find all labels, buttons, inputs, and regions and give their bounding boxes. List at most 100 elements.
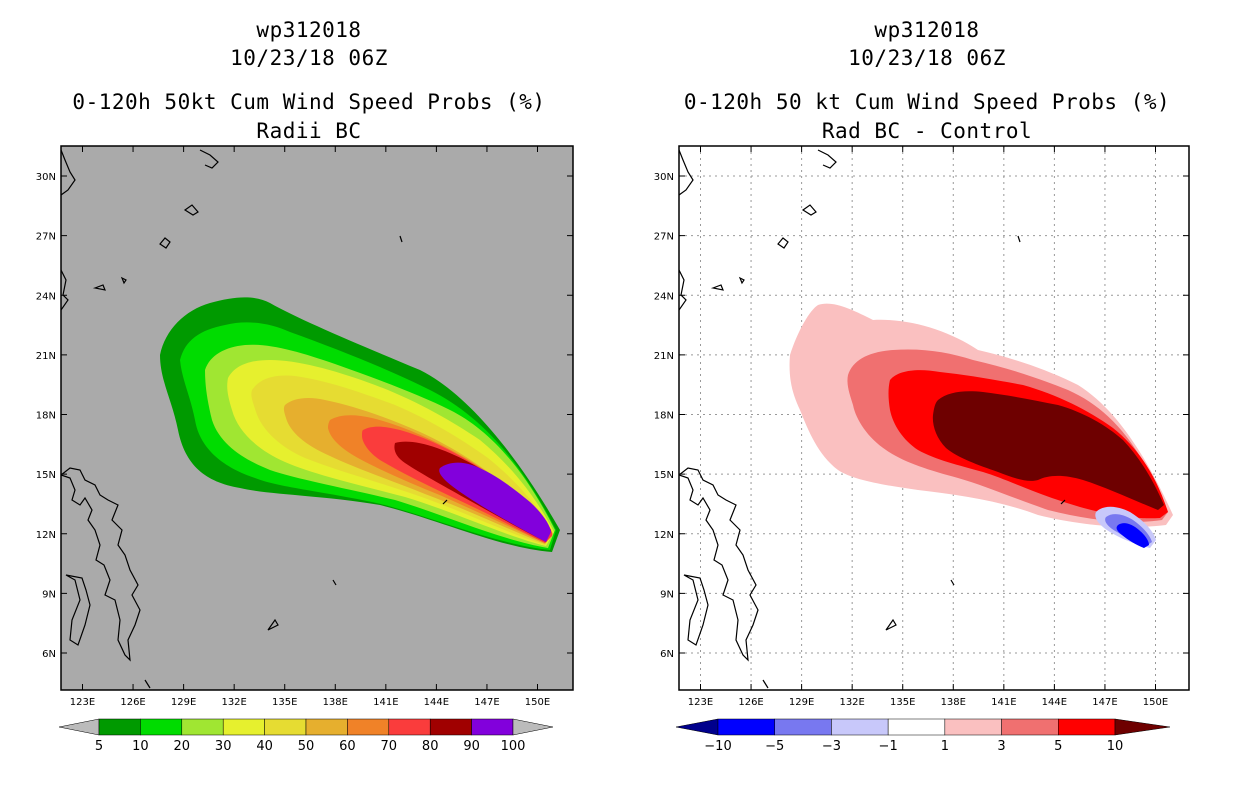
colorbar-label: 80 xyxy=(422,739,439,754)
y-tick-label: 27N xyxy=(654,232,674,243)
chart-title: 0-120h 50 kt Cum Wind Speed Probs (%) xyxy=(683,90,1171,114)
y-tick-label: 12N xyxy=(654,530,674,541)
colorbar-label: 100 xyxy=(501,739,526,754)
y-tick-label: 18N xyxy=(36,411,56,422)
x-tick-label: 135E xyxy=(890,697,915,708)
x-tick-label: 129E xyxy=(171,697,196,708)
colorbar-box xyxy=(1001,718,1059,736)
y-tick-label: 6N xyxy=(42,649,56,660)
panel-rad-bc-control: wp312018 10/23/18 06Z 0-120h 50 kt Cum W… xyxy=(618,0,1236,800)
colorbar-label: 20 xyxy=(174,739,191,754)
colorbar-low-arrow xyxy=(58,718,100,736)
colorbar-label: 1 xyxy=(941,739,949,754)
colorbar-label: 60 xyxy=(339,739,356,754)
y-tick-label: 27N xyxy=(36,232,56,243)
y-tick-label: 6N xyxy=(660,649,674,660)
colorbar-label: 40 xyxy=(256,739,273,754)
map-frame xyxy=(60,145,574,691)
contour-90 xyxy=(439,462,551,542)
x-tick-label: 129E xyxy=(789,697,814,708)
colorbar-label: 5 xyxy=(1054,739,1062,754)
date-title: 10/23/18 06Z xyxy=(230,46,388,70)
colorbar-label: 10 xyxy=(132,739,149,754)
colorbar-label: −10 xyxy=(704,739,731,754)
x-tick-label: 126E xyxy=(738,697,763,708)
y-tick-label: 24N xyxy=(654,291,674,302)
colorbar-box xyxy=(305,718,348,736)
y-tick-label: 15N xyxy=(654,470,674,481)
axis-ticks: 123E 126E 129E 132E 135E 138E 141E 144E 147E 150E… xyxy=(654,146,1189,708)
y-tick-label: 30N xyxy=(36,172,56,183)
x-tick-label: 141E xyxy=(373,697,398,708)
y-tick-label: 9N xyxy=(42,589,56,600)
colorbar-high-arrow xyxy=(512,718,554,736)
x-tick-label: 123E xyxy=(688,697,713,708)
colorbar-box xyxy=(944,718,1002,736)
y-tick-label: 24N xyxy=(36,291,56,302)
x-tick-label: 150E xyxy=(1143,697,1168,708)
x-tick-label: 147E xyxy=(474,697,499,708)
date-title: 10/23/18 06Z xyxy=(848,46,1006,70)
x-tick-label: 138E xyxy=(941,697,966,708)
colorbar-box xyxy=(347,718,390,736)
storm-id-title: wp312018 xyxy=(874,18,980,42)
colorbar-box xyxy=(181,718,224,736)
y-tick-label: 30N xyxy=(654,172,674,183)
y-tick-label: 12N xyxy=(36,530,56,541)
colorbar-label: −1 xyxy=(879,739,898,754)
colorbar-label: −5 xyxy=(765,739,784,754)
colorbar-label: 70 xyxy=(381,739,398,754)
x-tick-label: 150E xyxy=(525,697,550,708)
colorbar-box xyxy=(831,718,889,736)
colorbar-box xyxy=(887,718,946,736)
x-tick-label: 123E xyxy=(70,697,95,708)
difference-map: 123E 126E 129E 132E 135E 138E 141E 144E 147E 150E… xyxy=(654,145,1190,754)
y-tick-label: 21N xyxy=(654,351,674,362)
colorbar-box xyxy=(717,718,775,736)
chart-subtitle: Radii BC xyxy=(256,119,362,143)
colorbar-box xyxy=(140,718,183,736)
y-tick-label: 21N xyxy=(36,351,56,362)
contour-pos-10 xyxy=(932,391,1164,510)
map-frame xyxy=(678,145,1190,691)
y-tick-label: 18N xyxy=(654,411,674,422)
x-tick-label: 141E xyxy=(991,697,1016,708)
x-tick-label: 126E xyxy=(120,697,145,708)
y-tick-label: 9N xyxy=(660,589,674,600)
colorbar-low-arrow xyxy=(675,718,719,736)
storm-id-title: wp312018 xyxy=(256,18,362,42)
colorbar-label: 30 xyxy=(215,739,232,754)
coastlines xyxy=(61,149,448,689)
colorbar: −10 −5 −3 −1 1 3 5 10 xyxy=(675,718,1171,754)
x-tick-label: 138E xyxy=(323,697,348,708)
contour-neg-5 xyxy=(1116,523,1149,548)
probability-map: 123E 126E 129E 132E 135E 138E 141E 144E 147E 150E… xyxy=(36,145,574,754)
colorbar-box xyxy=(264,718,307,736)
colorbar-label: −3 xyxy=(822,739,841,754)
y-tick-label: 15N xyxy=(36,470,56,481)
x-tick-label: 147E xyxy=(1092,697,1117,708)
x-tick-label: 144E xyxy=(1042,697,1067,708)
difference-contours xyxy=(789,303,1173,548)
colorbar-label: 5 xyxy=(95,739,103,754)
colorbar-box xyxy=(1058,718,1116,736)
colorbar-high-arrow xyxy=(1114,718,1171,736)
colorbar-box xyxy=(98,718,141,736)
chart-title: 0-120h 50kt Cum Wind Speed Probs (%) xyxy=(72,90,546,114)
x-tick-label: 144E xyxy=(424,697,449,708)
x-tick-label: 132E xyxy=(839,697,864,708)
colorbar-box xyxy=(222,718,265,736)
colorbar-box xyxy=(429,718,472,736)
colorbar-box xyxy=(774,718,832,736)
colorbar: 5 10 20 30 40 50 60 70 80 90 100 xyxy=(58,718,554,754)
colorbar-label: 90 xyxy=(463,739,480,754)
colorbar-box xyxy=(471,718,514,736)
x-tick-label: 132E xyxy=(221,697,246,708)
axis-ticks: 123E 126E 129E 132E 135E 138E 141E 144E 147E 150E… xyxy=(36,146,573,708)
probability-contours xyxy=(160,297,560,552)
colorbar-label: 3 xyxy=(997,739,1005,754)
chart-subtitle: Rad BC - Control xyxy=(821,119,1033,143)
x-tick-label: 135E xyxy=(272,697,297,708)
colorbar-label: 10 xyxy=(1107,739,1124,754)
colorbar-box xyxy=(388,718,431,736)
